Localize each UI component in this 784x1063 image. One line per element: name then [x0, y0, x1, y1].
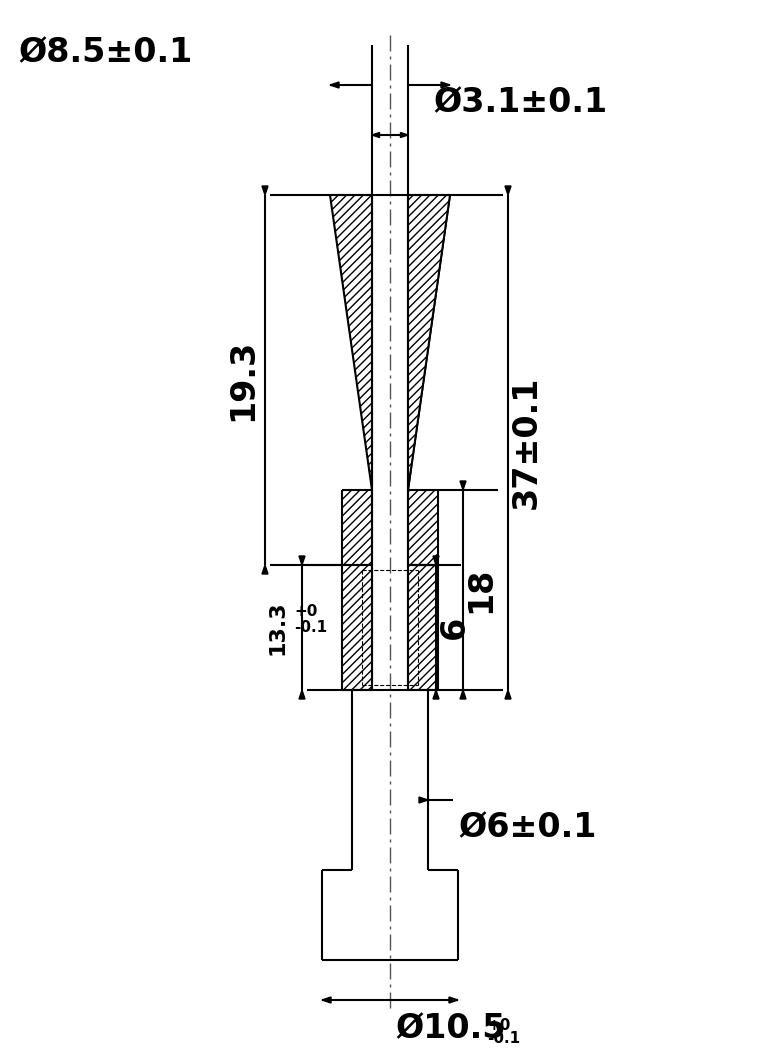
Polygon shape — [408, 490, 438, 566]
Polygon shape — [401, 133, 408, 137]
Polygon shape — [419, 797, 428, 803]
Polygon shape — [505, 186, 511, 195]
Text: 19.3: 19.3 — [227, 339, 260, 421]
Polygon shape — [408, 566, 438, 690]
Polygon shape — [330, 195, 372, 490]
Polygon shape — [505, 690, 511, 699]
Polygon shape — [441, 82, 450, 88]
Polygon shape — [460, 690, 466, 699]
Polygon shape — [299, 690, 305, 699]
Text: 6: 6 — [437, 615, 470, 639]
Text: 13.3: 13.3 — [268, 601, 288, 655]
Polygon shape — [460, 480, 466, 490]
Polygon shape — [262, 566, 268, 574]
Text: -0.1: -0.1 — [294, 620, 327, 635]
Polygon shape — [433, 556, 439, 566]
Text: -0.1: -0.1 — [487, 1031, 520, 1046]
Polygon shape — [262, 186, 268, 195]
Text: Ø3.1±0.1: Ø3.1±0.1 — [433, 86, 607, 119]
Polygon shape — [322, 997, 331, 1003]
Text: 18: 18 — [464, 567, 498, 613]
Text: Ø10.5: Ø10.5 — [395, 1012, 506, 1045]
Polygon shape — [449, 997, 458, 1003]
Text: Ø8.5±0.1: Ø8.5±0.1 — [18, 36, 192, 69]
Polygon shape — [342, 490, 372, 566]
Polygon shape — [372, 133, 379, 137]
Text: +0: +0 — [487, 1018, 510, 1033]
Text: 37±0.1: 37±0.1 — [510, 376, 543, 509]
Polygon shape — [433, 690, 439, 699]
Polygon shape — [299, 556, 305, 566]
Text: Ø6±0.1: Ø6±0.1 — [458, 811, 597, 844]
Polygon shape — [408, 195, 450, 490]
Polygon shape — [342, 566, 372, 690]
Polygon shape — [330, 82, 339, 88]
Text: +0: +0 — [294, 604, 318, 619]
